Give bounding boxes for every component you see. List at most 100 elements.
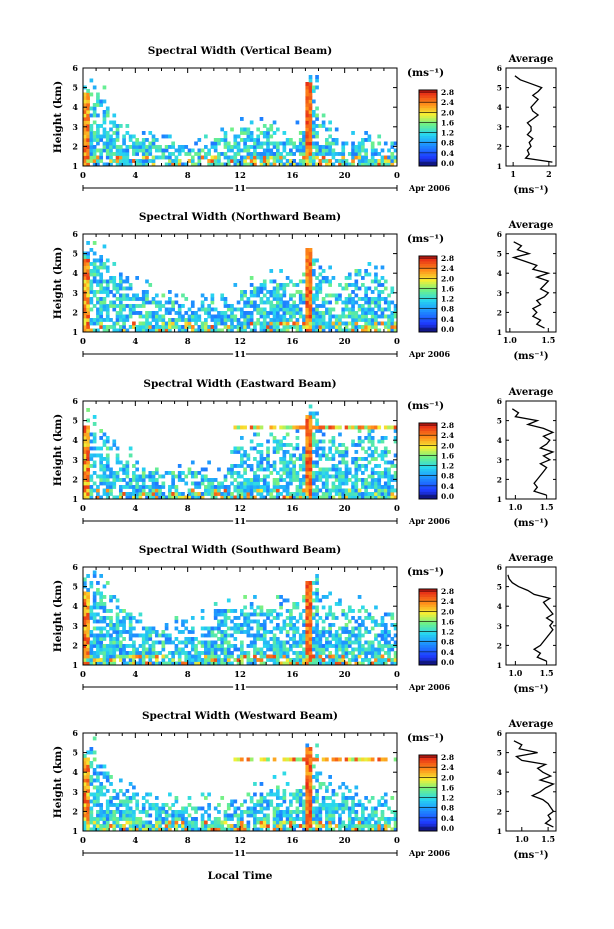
heatmap-cell [96, 113, 100, 118]
heatmap-cell [217, 637, 221, 641]
heatmap-cell [145, 293, 149, 298]
heatmap-cell [181, 478, 185, 482]
heatmap-cell [370, 145, 375, 149]
heatmap-cell [328, 633, 332, 638]
heatmap-cell [279, 492, 283, 496]
heatmap-cell [164, 824, 169, 828]
colorbar-frame [418, 588, 438, 666]
heatmap-cell [331, 633, 336, 638]
heatmap-cell [135, 824, 139, 828]
heatmap-cell [308, 764, 313, 769]
heatmap-cell [168, 325, 172, 329]
heatmap-cell [298, 141, 303, 146]
heatmap-cell [249, 314, 254, 319]
heatmap-cell [83, 304, 87, 308]
heatmap-cell [374, 279, 378, 284]
colorbar-segment [419, 478, 437, 482]
heatmap-cell [256, 307, 261, 312]
heatmap-cell [377, 159, 382, 163]
heatmap-cell [99, 155, 104, 160]
heatmap-cell [259, 609, 264, 613]
heatmap-cell [308, 637, 313, 641]
heatmap-cell [145, 827, 149, 832]
heatmap-cell [112, 304, 117, 308]
heatmap-cell [135, 162, 139, 167]
heatmap-cell [151, 155, 156, 160]
heatmap-cell [311, 300, 316, 305]
heatmap-cell [266, 647, 270, 652]
heatmap-cell [377, 623, 382, 627]
heatmap-cell [154, 318, 159, 322]
heatmap-cell [256, 647, 261, 652]
heatmap-cell [125, 474, 130, 479]
heatmap-cell [292, 467, 296, 472]
heatmap-cell [370, 450, 375, 454]
heatmap-cell [132, 658, 136, 662]
heatmap-cell [302, 595, 306, 599]
heatmap-cell [390, 661, 395, 666]
colorbar-segment [419, 662, 437, 666]
heatmap-cell [308, 605, 313, 610]
colorbar-segment [419, 120, 437, 124]
average-frame [505, 233, 557, 333]
heatmap-cell [259, 757, 264, 762]
heatmap-cell [308, 78, 313, 83]
heatmap-cell [354, 619, 359, 624]
heatmap-cell [374, 159, 378, 163]
colorbar-segment [419, 589, 437, 592]
heatmap-cell [213, 485, 218, 489]
average-x-tick-label: 1 [510, 169, 516, 179]
heatmap-cell [256, 321, 261, 326]
heatmap-cell [99, 661, 104, 666]
heatmap-cell [217, 619, 221, 624]
heatmap-cell [102, 644, 107, 648]
heatmap-cell [361, 307, 365, 312]
heatmap-cell [86, 799, 90, 804]
heatmap-cell [102, 609, 107, 613]
heatmap-cell [302, 318, 306, 322]
heatmap-cell [377, 640, 382, 645]
heatmap-cell [96, 290, 100, 294]
heatmap-cell [338, 450, 342, 454]
heatmap-cell [226, 813, 231, 818]
heatmap-cell [92, 446, 97, 451]
heatmap-cell [256, 286, 261, 291]
heatmap-cell [236, 325, 241, 329]
heatmap-cell [357, 269, 362, 273]
heatmap-cell [233, 488, 238, 493]
heatmap-cell [302, 492, 306, 496]
heatmap-cell [243, 799, 247, 804]
heatmap-cell [99, 817, 104, 821]
heatmap-cell [141, 644, 146, 648]
heatmap-cell [102, 457, 107, 461]
colorbar-segment [419, 97, 437, 101]
heatmap-cell [96, 775, 100, 779]
heatmap-cell [89, 581, 94, 585]
heatmap-cell [168, 813, 172, 818]
heatmap-cell [226, 661, 231, 666]
heatmap-cell [115, 328, 120, 333]
heatmap-cell [210, 626, 215, 631]
heatmap-cell [99, 630, 104, 634]
heatmap-cell [128, 651, 133, 655]
heatmap-cell [197, 307, 202, 312]
y-tick-label: 6 [72, 396, 78, 406]
heatmap-cell [158, 307, 162, 312]
heatmap-cell [279, 152, 283, 156]
heatmap-cell [285, 488, 290, 493]
heatmap-cell [112, 307, 117, 312]
heatmap-cell [233, 478, 238, 482]
heatmap-cell [102, 117, 107, 121]
heatmap-cell [118, 460, 123, 465]
heatmap-cell [298, 152, 303, 156]
heatmap-cell [89, 464, 94, 468]
heatmap-cell [190, 162, 195, 167]
heatmap-cell [282, 314, 287, 319]
heatmap-cell [122, 304, 126, 308]
heatmap-cell [141, 658, 146, 662]
heatmap-cell [233, 425, 238, 430]
heatmap-cell [96, 138, 100, 142]
heatmap-cell [328, 474, 332, 479]
colorbar-segment [419, 629, 437, 633]
heatmap-cell [298, 661, 303, 666]
